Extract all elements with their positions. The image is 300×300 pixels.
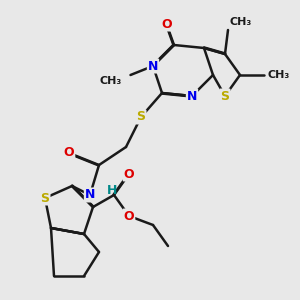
Text: CH₃: CH₃	[267, 70, 289, 80]
Text: O: O	[124, 209, 134, 223]
Text: S: S	[220, 89, 230, 103]
Text: O: O	[124, 167, 134, 181]
Text: CH₃: CH₃	[99, 76, 122, 86]
Text: N: N	[187, 89, 197, 103]
Text: N: N	[148, 59, 158, 73]
Text: O: O	[161, 17, 172, 31]
Text: CH₃: CH₃	[230, 17, 252, 27]
Text: S: S	[40, 191, 50, 205]
Text: H: H	[106, 184, 117, 197]
Text: S: S	[136, 110, 146, 124]
Text: N: N	[85, 188, 95, 202]
Text: O: O	[64, 146, 74, 160]
